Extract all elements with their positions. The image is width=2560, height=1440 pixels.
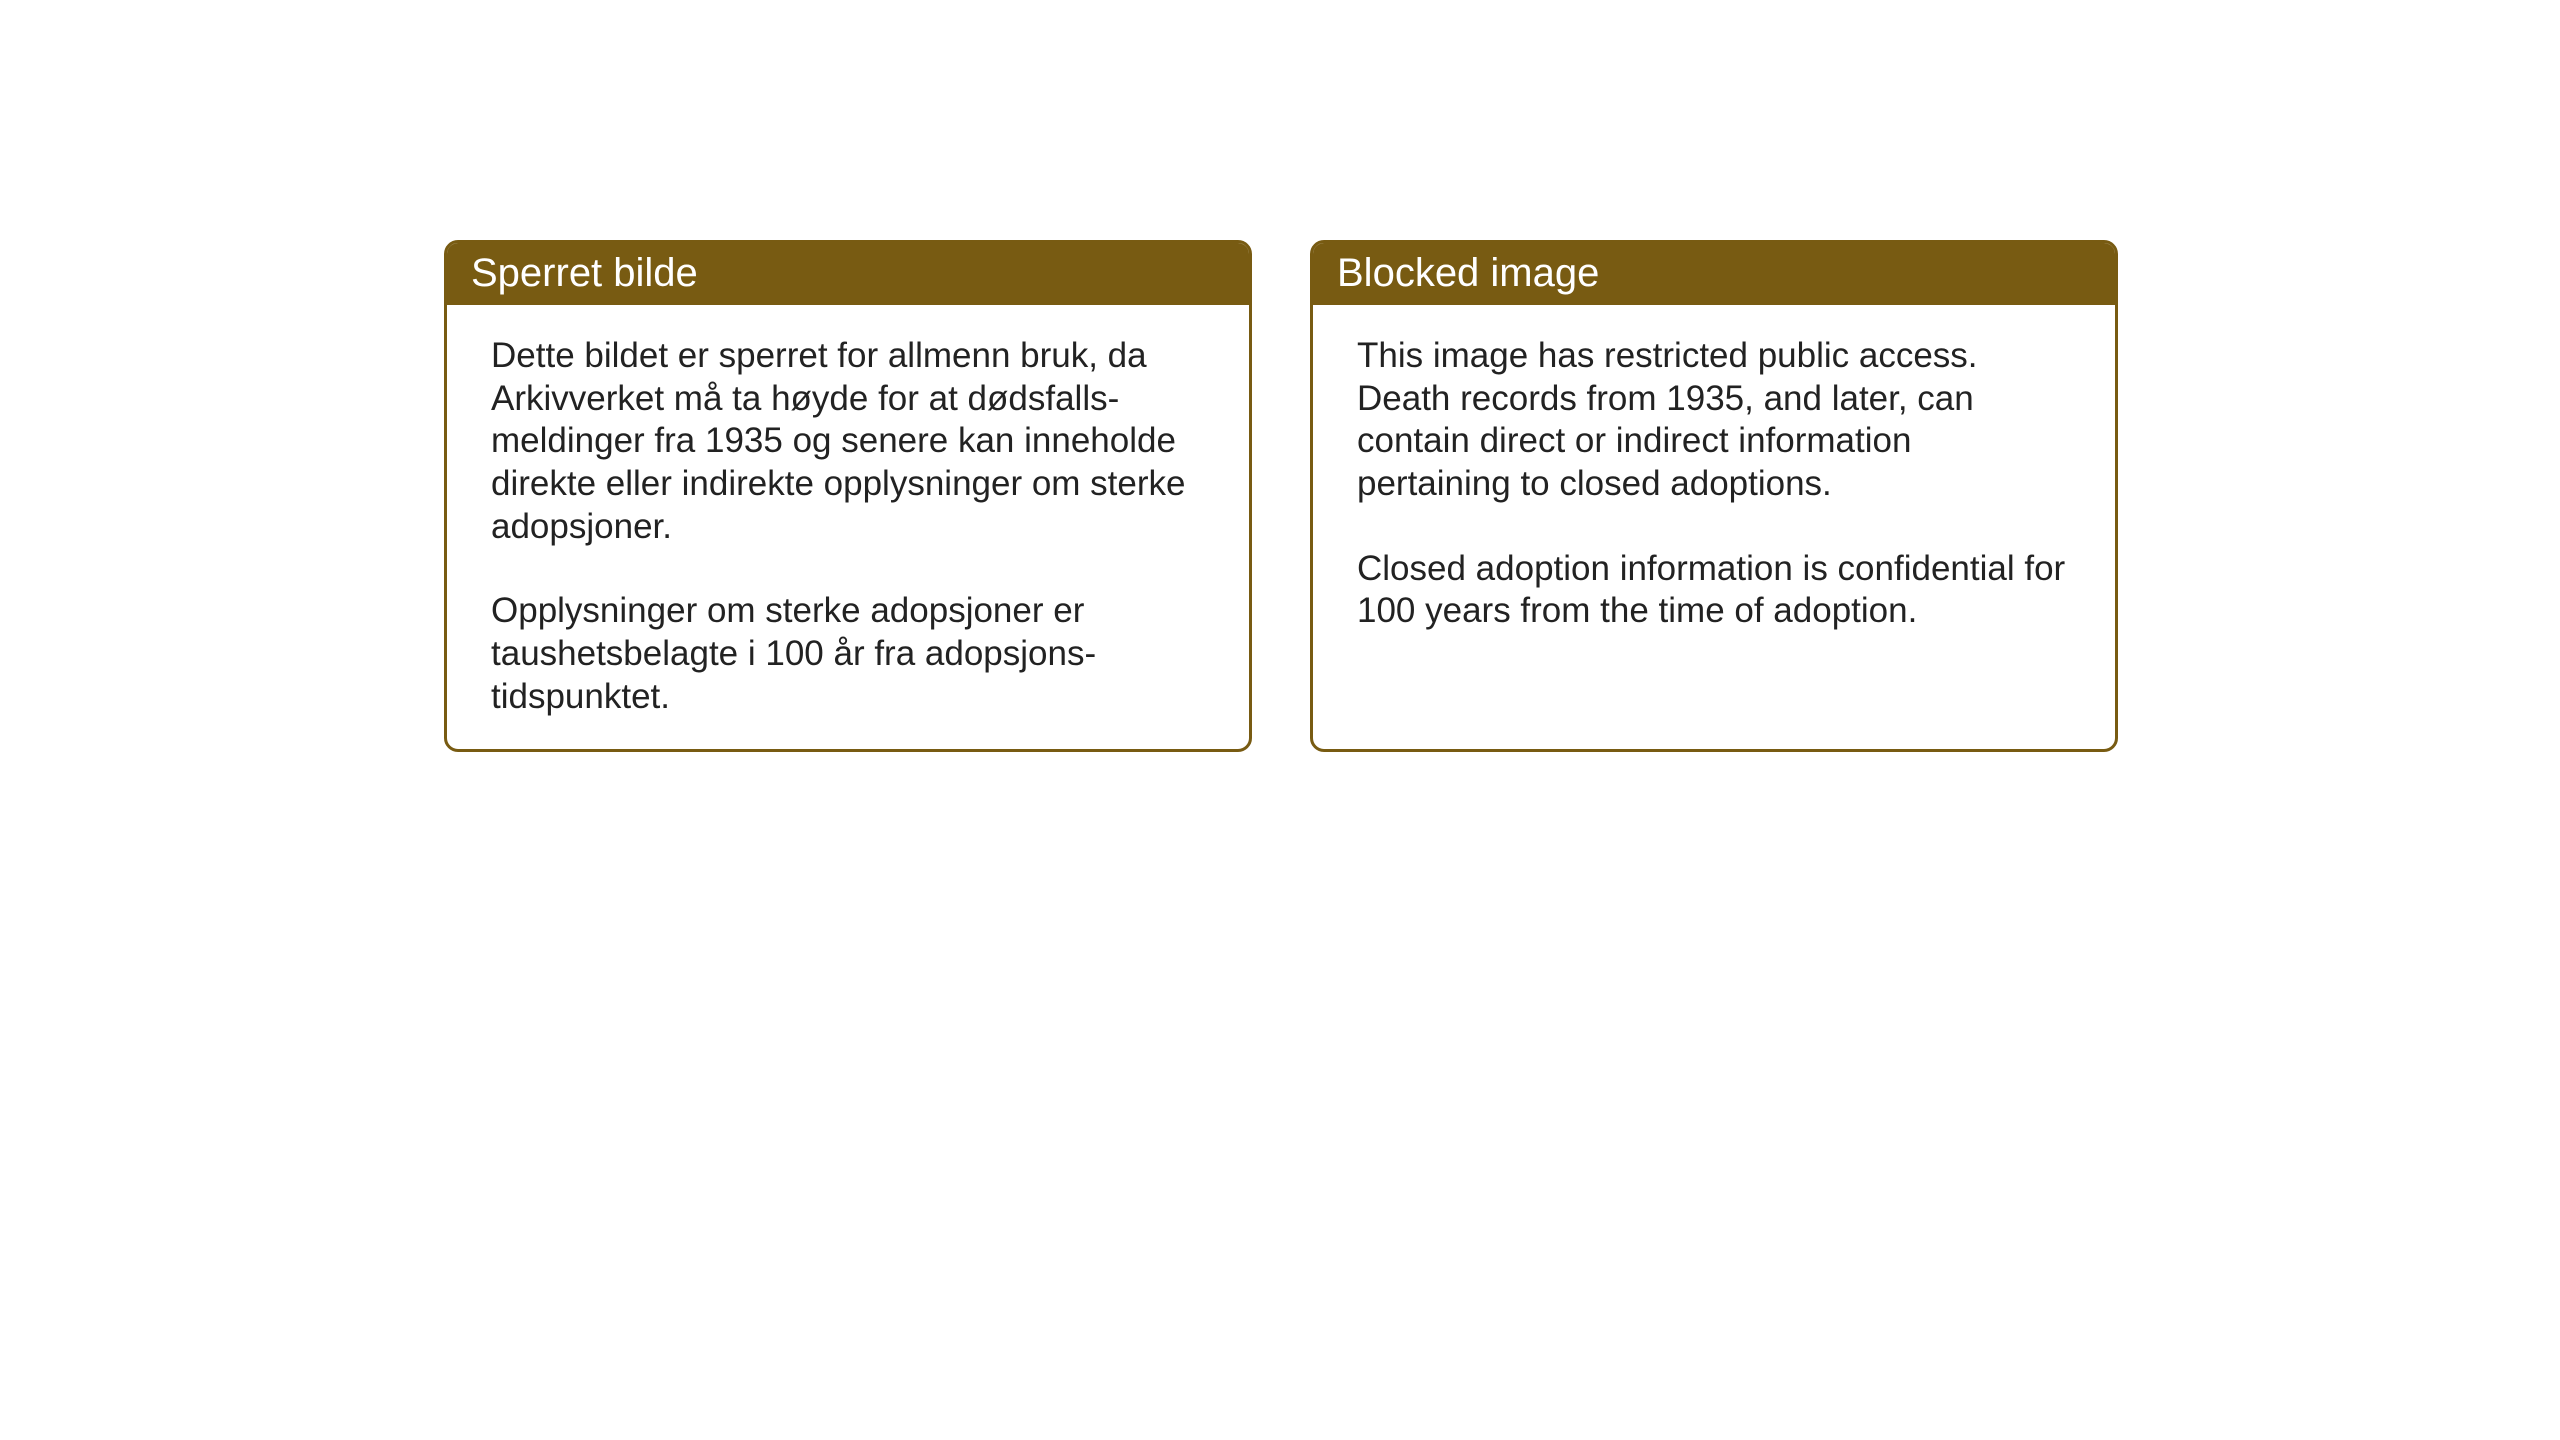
notice-card-norwegian: Sperret bilde Dette bildet er sperret fo… bbox=[444, 240, 1252, 752]
card-title-norwegian: Sperret bilde bbox=[471, 251, 698, 296]
card-paragraph-english-1: This image has restricted public access.… bbox=[1357, 335, 2071, 506]
card-body-norwegian: Dette bildet er sperret for allmenn bruk… bbox=[447, 305, 1249, 749]
card-header-english: Blocked image bbox=[1313, 243, 2115, 305]
notice-card-english: Blocked image This image has restricted … bbox=[1310, 240, 2118, 752]
card-paragraph-english-2: Closed adoption information is confident… bbox=[1357, 548, 2071, 633]
card-body-english: This image has restricted public access.… bbox=[1313, 305, 2115, 663]
card-title-english: Blocked image bbox=[1337, 251, 1599, 296]
card-paragraph-norwegian-2: Opplysninger om sterke adopsjoner er tau… bbox=[491, 590, 1205, 718]
notice-container: Sperret bilde Dette bildet er sperret fo… bbox=[0, 0, 2560, 752]
card-header-norwegian: Sperret bilde bbox=[447, 243, 1249, 305]
card-paragraph-norwegian-1: Dette bildet er sperret for allmenn bruk… bbox=[491, 335, 1205, 548]
